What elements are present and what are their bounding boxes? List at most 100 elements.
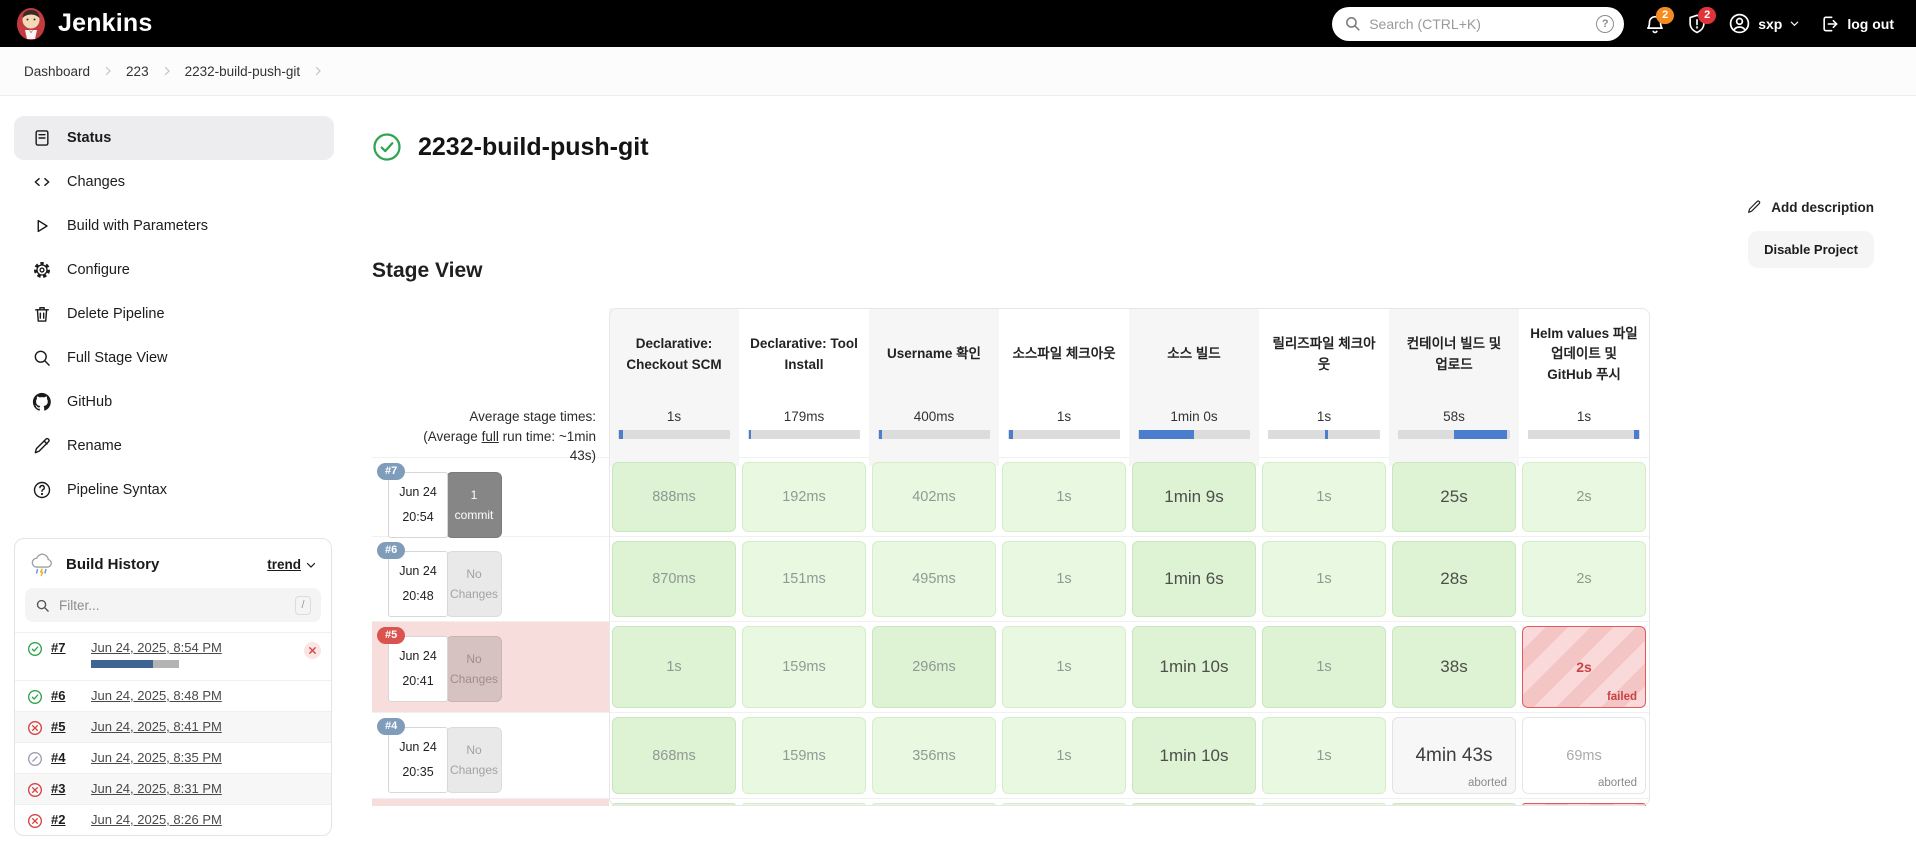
build-datetime[interactable]: Jun 24 20:35 (388, 727, 448, 793)
stage-cell[interactable]: 1s (1262, 541, 1386, 617)
stage-cell[interactable]: 870ms (612, 541, 736, 617)
search-icon (1346, 17, 1360, 31)
stage-cell[interactable]: 1s (612, 626, 736, 708)
build-number-badge[interactable]: #5 (377, 627, 406, 644)
stage-cell[interactable]: 25s (1392, 462, 1516, 532)
global-search[interactable]: ? (1332, 6, 1625, 41)
stage-cell[interactable]: 192ms (742, 462, 866, 532)
build-timestamp-link[interactable]: Jun 24, 2025, 8:31 PM (91, 781, 222, 796)
sidebar-item-full-stage-view[interactable]: Full Stage View (14, 336, 334, 380)
build-link[interactable]: #4 (51, 750, 66, 765)
full-run-time-link[interactable]: full (481, 428, 499, 444)
build-timestamp-link[interactable]: Jun 24, 2025, 8:41 PM (91, 719, 222, 734)
trend-link[interactable]: trend (267, 557, 317, 572)
stage-cell[interactable]: 1s (1262, 626, 1386, 708)
build-datetime[interactable]: Jun 24 20:41 (388, 636, 448, 702)
build-timestamp-link[interactable]: Jun 24, 2025, 8:48 PM (91, 688, 222, 703)
stage-cell[interactable]: 888ms (612, 462, 736, 532)
stage-cell[interactable]: 2s (1522, 462, 1646, 532)
stage-cell[interactable]: 28s (1392, 541, 1516, 617)
stage-cell[interactable] (1132, 803, 1256, 806)
build-datetime[interactable]: Jun 24 20:54 (388, 472, 448, 538)
stage-cell-aborted[interactable]: 4min 43s aborted (1392, 717, 1516, 794)
build-filter[interactable]: / (25, 588, 321, 622)
commits-box[interactable]: 1 commit (446, 472, 502, 538)
build-timestamp-link[interactable]: Jun 24, 2025, 8:35 PM (91, 750, 222, 765)
build-link[interactable]: #7 (51, 640, 66, 655)
stage-cell[interactable] (1262, 803, 1386, 806)
build-history-row[interactable]: #2 Jun 24, 2025, 8:26 PM (15, 804, 331, 835)
build-progress-bar[interactable] (91, 660, 191, 668)
stage-cell[interactable] (1002, 803, 1126, 806)
stage-cell[interactable] (872, 803, 996, 806)
build-link[interactable]: #3 (51, 781, 66, 796)
build-number-badge[interactable]: #6 (377, 542, 406, 559)
stage-cell[interactable]: 159ms (742, 717, 866, 794)
stage-cell[interactable]: 159ms (742, 626, 866, 708)
cancel-build-button[interactable] (304, 642, 321, 659)
build-datetime[interactable]: Jun 24 20:48 (388, 551, 448, 617)
breadcrumb-job[interactable]: 2232-build-push-git (184, 63, 301, 79)
security-warnings-button[interactable]: 2 (1686, 6, 1717, 35)
stage-cell[interactable]: 1s (1002, 717, 1126, 794)
logout-button[interactable]: log out (1820, 14, 1894, 34)
stage-cell[interactable]: 2s (1522, 541, 1646, 617)
sidebar-item-delete-pipeline[interactable]: Delete Pipeline (14, 292, 334, 336)
search-input[interactable] (1369, 15, 1589, 32)
stage-cell[interactable]: 1s (1262, 717, 1386, 794)
stage-cell-failed[interactable]: 2s failed (1522, 626, 1646, 708)
stage-cell[interactable] (1392, 803, 1516, 806)
stage-cell[interactable]: 38s (1392, 626, 1516, 708)
stage-cell-aborted[interactable]: 69ms aborted (1522, 717, 1646, 794)
chevron-right-icon[interactable] (312, 65, 324, 77)
build-filter-input[interactable] (59, 597, 286, 613)
stage-cell[interactable]: 356ms (872, 717, 996, 794)
build-number-badge[interactable]: #4 (377, 718, 406, 735)
notifications-button[interactable]: 2 (1644, 6, 1675, 35)
build-number-badge[interactable]: #7 (377, 463, 406, 480)
sidebar-item-label: Full Stage View (67, 350, 168, 366)
build-link[interactable]: #2 (51, 812, 66, 827)
build-timestamp-link[interactable]: Jun 24, 2025, 8:26 PM (91, 812, 222, 827)
user-menu[interactable]: sxp (1728, 12, 1800, 35)
build-history-row[interactable]: #4 Jun 24, 2025, 8:35 PM (15, 742, 331, 773)
sidebar-item-changes[interactable]: Changes (14, 160, 334, 204)
build-link[interactable]: #5 (51, 719, 66, 734)
stage-cell[interactable]: 1min 9s (1132, 462, 1256, 532)
stage-cell[interactable]: 402ms (872, 462, 996, 532)
stage-cell[interactable]: 1s (1002, 541, 1126, 617)
stage-cell[interactable]: 1min 6s (1132, 541, 1256, 617)
stage-cell[interactable]: 495ms (872, 541, 996, 617)
average-stage-time: 58s (1389, 401, 1519, 466)
build-history-row[interactable]: #7 Jun 24, 2025, 8:54 PM (15, 632, 331, 680)
jenkins-home-link[interactable]: Jenkins (14, 5, 153, 43)
build-history-row[interactable]: #6 Jun 24, 2025, 8:48 PM (15, 680, 331, 711)
stage-cell[interactable]: 296ms (872, 626, 996, 708)
stage-cell[interactable]: 151ms (742, 541, 866, 617)
stage-cell[interactable] (612, 803, 736, 806)
stage-cell[interactable]: 1s (1262, 462, 1386, 532)
stage-build-row: #4 Jun 24 20:35 No Changes 868ms 159ms 356… (372, 712, 1650, 798)
stage-cell[interactable]: 1s (1002, 626, 1126, 708)
stage-cell[interactable]: 1min 10s (1132, 626, 1256, 708)
build-timestamp-link[interactable]: Jun 24, 2025, 8:54 PM (91, 640, 222, 655)
breadcrumb-folder[interactable]: 223 (126, 63, 149, 79)
stage-cell[interactable]: 1s (1002, 462, 1126, 532)
build-history-row[interactable]: #5 Jun 24, 2025, 8:41 PM (15, 711, 331, 742)
sidebar-item-rename[interactable]: Rename (14, 424, 334, 468)
build-link[interactable]: #6 (51, 688, 66, 703)
stage-cell[interactable] (742, 803, 866, 806)
sidebar-item-pipeline-syntax[interactable]: Pipeline Syntax (14, 468, 334, 512)
sidebar-item-build-with-parameters[interactable]: Build with Parameters (14, 204, 334, 248)
breadcrumb-dashboard[interactable]: Dashboard (24, 63, 91, 79)
add-description-button[interactable]: Add description (1746, 199, 1874, 215)
disable-project-button[interactable]: Disable Project (1748, 231, 1874, 268)
sidebar-item-status[interactable]: Status (14, 116, 334, 160)
sidebar-item-github[interactable]: GitHub (14, 380, 334, 424)
search-help-icon[interactable]: ? (1596, 14, 1615, 33)
build-history-row[interactable]: #3 Jun 24, 2025, 8:31 PM (15, 773, 331, 804)
stage-cell[interactable]: 1min 10s (1132, 717, 1256, 794)
stage-cell[interactable]: 868ms (612, 717, 736, 794)
stage-cell-failed[interactable] (1522, 803, 1646, 806)
sidebar-item-configure[interactable]: Configure (14, 248, 334, 292)
